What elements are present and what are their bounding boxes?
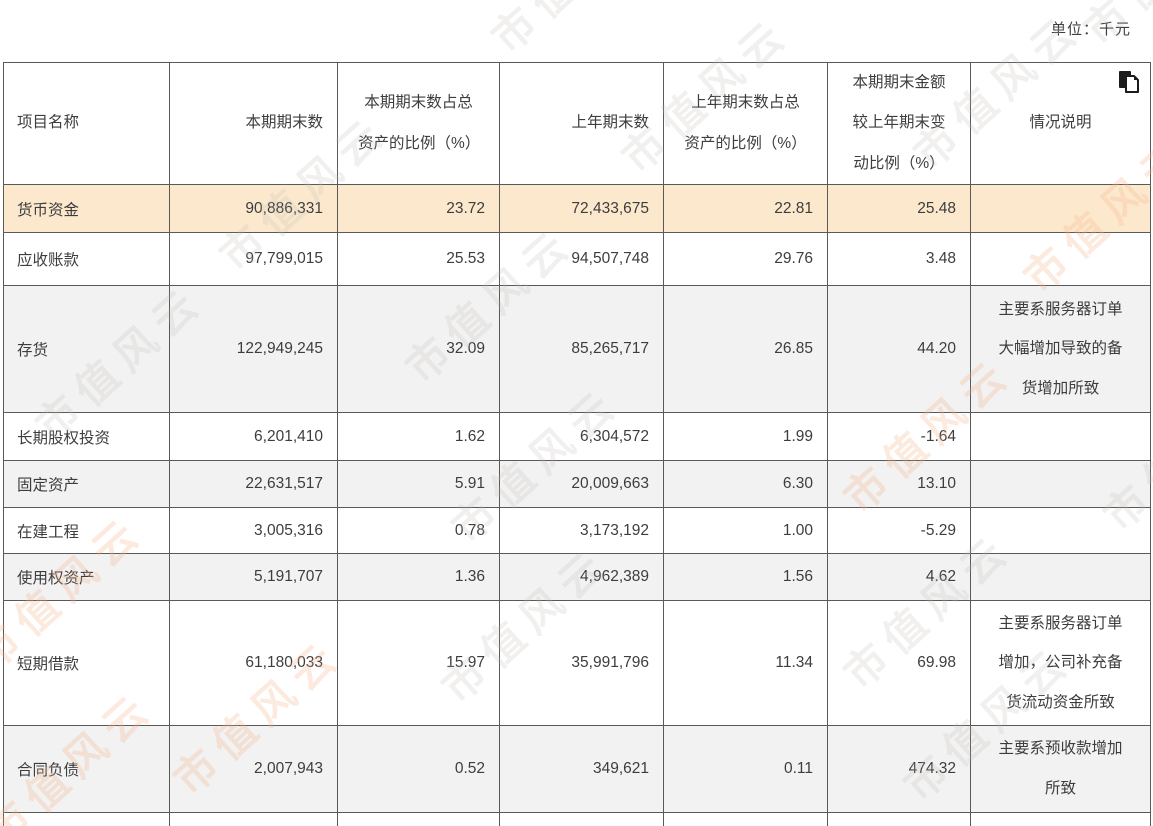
cell-current-pct: 5.91 bbox=[337, 460, 500, 508]
table-row-contract-liabilities: 合同负债 2,007,943 0.52 349,621 0.11 474.32 … bbox=[3, 725, 1151, 813]
table-row-right-of-use-assets: 使用权资产 5,191,707 1.36 4,962,389 1.56 4.62 bbox=[3, 553, 1151, 601]
cell-note bbox=[970, 184, 1151, 233]
cell-current-pct: 1.62 bbox=[337, 412, 500, 461]
cell-current: 3,005,316 bbox=[169, 507, 338, 554]
table-row-construction-in-progress: 在建工程 3,005,316 0.78 3,173,192 1.00 -5.29 bbox=[3, 507, 1151, 554]
cell-current: 97,799,015 bbox=[169, 232, 338, 286]
table-row-inventory: 存货 122,949,245 32.09 85,265,717 26.85 44… bbox=[3, 285, 1151, 413]
cell-change-pct: 25.48 bbox=[827, 184, 971, 233]
col-header-prev: 上年期末数 bbox=[499, 62, 664, 185]
cell-current: 22,631,517 bbox=[169, 460, 338, 508]
cell-item-name: 固定资产 bbox=[3, 460, 170, 508]
col-header-change-pct: 本期期末金额较上年期末变动比例（%） bbox=[827, 62, 971, 185]
col-header-item-name: 项目名称 bbox=[3, 62, 170, 185]
cell-note bbox=[970, 232, 1151, 286]
cell-change-pct: 69.98 bbox=[827, 600, 971, 726]
cell-current-pct: 1.36 bbox=[337, 553, 500, 601]
table-row-long-term-equity-investment: 长期股权投资 6,201,410 1.62 6,304,572 1.99 -1.… bbox=[3, 412, 1151, 461]
cell-item-name: 货币资金 bbox=[3, 184, 170, 233]
cell-item-name: 使用权资产 bbox=[3, 553, 170, 601]
table-row-fixed-assets: 固定资产 22,631,517 5.91 20,009,663 6.30 13.… bbox=[3, 460, 1151, 508]
cell-prev: 94,507,748 bbox=[499, 232, 664, 286]
cell-change-pct: 474.32 bbox=[827, 725, 971, 813]
col-header-current: 本期期末数 bbox=[169, 62, 338, 185]
cell-change-pct: -1.64 bbox=[827, 412, 971, 461]
col-header-current-pct: 本期期末数占总资产的比例（%） bbox=[337, 62, 500, 185]
col-header-note: 情况说明 bbox=[970, 62, 1151, 185]
cell-current: 122,949,245 bbox=[169, 285, 338, 413]
cell-current-pct: 23.72 bbox=[337, 184, 500, 233]
cell-prev: 3,173,192 bbox=[499, 507, 664, 554]
cell-note bbox=[970, 460, 1151, 508]
cell-prev-pct: 11.34 bbox=[663, 600, 828, 726]
cell-prev: 85,265,717 bbox=[499, 285, 664, 413]
cell-current: 5,191,707 bbox=[169, 553, 338, 601]
cell-prev-pct: 1.99 bbox=[663, 412, 828, 461]
cell-current-pct: 0.78 bbox=[337, 507, 500, 554]
cell-current: 61,180,033 bbox=[169, 600, 338, 726]
cell-current: 90,886,331 bbox=[169, 184, 338, 233]
table-row-accounts-receivable: 应收账款 97,799,015 25.53 94,507,748 29.76 3… bbox=[3, 232, 1151, 286]
cell-prev-pct: 1.00 bbox=[663, 507, 828, 554]
cell-prev: 20,009,663 bbox=[499, 460, 664, 508]
cell-current-pct: 25.53 bbox=[337, 232, 500, 286]
cell-current-pct: 32.09 bbox=[337, 285, 500, 413]
cell-change-pct: 44.20 bbox=[827, 285, 971, 413]
cell-prev-pct: 22.81 bbox=[663, 184, 828, 233]
cell-prev-pct: 0.11 bbox=[663, 725, 828, 813]
cell-note bbox=[970, 412, 1151, 461]
cell-item-name: 应收账款 bbox=[3, 232, 170, 286]
cell-prev: 349,621 bbox=[499, 725, 664, 813]
cell-prev-pct: 1.56 bbox=[663, 553, 828, 601]
cell-current: 6,201,410 bbox=[169, 412, 338, 461]
cell-note bbox=[970, 507, 1151, 554]
unit-label: 单位：千元 bbox=[1050, 21, 1131, 38]
cell-change-pct: 4.62 bbox=[827, 553, 971, 601]
financial-items-table: 项目名称 本期期末数 本期期末数占总资产的比例（%） 上年期末数 上年期末数占总… bbox=[3, 62, 1151, 826]
copy-icon[interactable] bbox=[1117, 70, 1141, 94]
cell-item-name: 合同负债 bbox=[3, 725, 170, 813]
cell-current-pct: 0.52 bbox=[337, 725, 500, 813]
cell-prev: 35,991,796 bbox=[499, 600, 664, 726]
cell-change-pct: -5.29 bbox=[827, 507, 971, 554]
cell-note bbox=[970, 553, 1151, 601]
cell-item-name: 短期借款 bbox=[3, 600, 170, 726]
watermark: 市值风云 bbox=[476, 0, 671, 65]
table-header-row: 项目名称 本期期末数 本期期末数占总资产的比例（%） 上年期末数 上年期末数占总… bbox=[3, 62, 1151, 185]
cell-item-name: 存货 bbox=[3, 285, 170, 413]
cell-change-pct: 13.10 bbox=[827, 460, 971, 508]
cell-item-name: 长期股权投资 bbox=[3, 412, 170, 461]
cell-item-name: 在建工程 bbox=[3, 507, 170, 554]
cell-note: 主要系预收款增加所致 bbox=[970, 725, 1151, 813]
cell-note: 主要系服务器订单大幅增加导致的备货增加所致 bbox=[970, 285, 1151, 413]
table-row-partial bbox=[3, 812, 1151, 826]
cell-prev-pct: 29.76 bbox=[663, 232, 828, 286]
cell-current-pct: 15.97 bbox=[337, 600, 500, 726]
cell-note: 主要系服务器订单增加，公司补充备货流动资金所致 bbox=[970, 600, 1151, 726]
col-header-note-label: 情况说明 bbox=[1029, 114, 1092, 132]
cell-prev: 72,433,675 bbox=[499, 184, 664, 233]
cell-prev-pct: 6.30 bbox=[663, 460, 828, 508]
table-row-short-term-borrowings: 短期借款 61,180,033 15.97 35,991,796 11.34 6… bbox=[3, 600, 1151, 726]
cell-change-pct: 3.48 bbox=[827, 232, 971, 286]
table-row-monetary-funds: 货币资金 90,886,331 23.72 72,433,675 22.81 2… bbox=[3, 184, 1151, 233]
col-header-prev-pct: 上年期末数占总资产的比例（%） bbox=[663, 62, 828, 185]
cell-current: 2,007,943 bbox=[169, 725, 338, 813]
cell-prev-pct: 26.85 bbox=[663, 285, 828, 413]
cell-prev: 6,304,572 bbox=[499, 412, 664, 461]
cell-prev: 4,962,389 bbox=[499, 553, 664, 601]
